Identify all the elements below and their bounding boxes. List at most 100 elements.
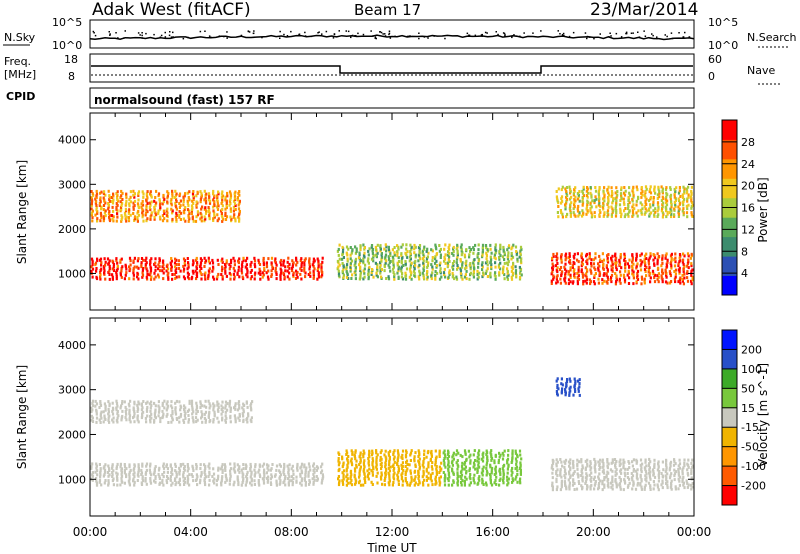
heatmap-cell	[515, 253, 518, 257]
heatmap-cell	[292, 261, 295, 265]
heatmap-cell	[287, 471, 290, 474]
heatmap-cell	[677, 264, 680, 267]
heatmap-cell	[519, 465, 522, 469]
heatmap-cell	[275, 271, 278, 275]
heatmap-cell	[453, 277, 456, 281]
heatmap-cell	[91, 259, 94, 263]
heatmap-cell	[145, 401, 148, 405]
heatmap-cell	[486, 457, 489, 461]
heatmap-cell	[482, 451, 485, 455]
heatmap-cell	[303, 266, 306, 270]
heatmap-cell	[404, 455, 408, 459]
heatmap-cell	[354, 449, 357, 453]
heatmap-cell	[169, 477, 172, 481]
heatmap-cell	[165, 209, 168, 213]
colorbar-swatch	[722, 275, 737, 296]
heatmap-cell	[90, 466, 93, 470]
heatmap-cell	[456, 459, 459, 463]
heatmap-cell	[593, 274, 596, 278]
heatmap-cell	[601, 482, 604, 486]
heatmap-cell	[280, 263, 283, 267]
heatmap-cell	[627, 271, 630, 275]
heatmap-cell	[495, 482, 498, 486]
y-tick-label: 2000	[58, 428, 86, 441]
heatmap-cell	[477, 463, 480, 467]
heatmap-cell	[577, 389, 580, 393]
heatmap-cell	[644, 207, 647, 211]
heatmap-cell	[175, 211, 178, 215]
heatmap-cell	[383, 453, 386, 457]
heatmap-cell	[254, 265, 257, 269]
heatmap-cell	[127, 219, 131, 223]
heatmap-cell	[577, 277, 581, 281]
heatmap-cell	[120, 266, 123, 270]
heatmap-cell	[460, 481, 463, 484]
heatmap-cell	[603, 483, 606, 487]
heatmap-cell	[368, 265, 371, 269]
heatmap-cell	[581, 273, 585, 277]
heatmap-cell	[440, 275, 443, 279]
nsky-point	[117, 37, 119, 39]
heatmap-cell	[120, 470, 123, 474]
heatmap-cell	[154, 477, 157, 480]
heatmap-cell	[137, 209, 140, 213]
heatmap-cell	[120, 476, 123, 480]
heatmap-cell	[494, 243, 497, 247]
heatmap-cell	[183, 267, 186, 271]
heatmap-cell	[153, 205, 156, 209]
heatmap-cell	[606, 458, 609, 461]
heatmap-cell	[128, 277, 131, 281]
heatmap-cell	[568, 391, 571, 395]
heatmap-cell	[157, 468, 161, 472]
heatmap-cell	[234, 404, 237, 408]
heatmap-cell	[124, 207, 127, 211]
heatmap-cell	[320, 267, 323, 271]
heatmap-cell	[140, 468, 143, 472]
heatmap-cell	[499, 245, 502, 249]
heatmap-cell	[447, 461, 450, 465]
heatmap-cell	[191, 192, 195, 196]
heatmap-cell	[388, 479, 391, 483]
heatmap-cell	[200, 277, 203, 281]
heatmap-cell	[91, 267, 95, 271]
heatmap-cell	[657, 266, 660, 270]
heatmap-cell	[337, 247, 340, 251]
heatmap-cell	[338, 453, 341, 456]
heatmap-cell	[351, 248, 354, 252]
heatmap-cell	[182, 275, 186, 279]
heatmap-cell	[116, 261, 119, 265]
colorbar-tick-label: -200	[741, 480, 766, 493]
heatmap-cell	[438, 263, 441, 267]
heatmap-cell	[472, 476, 475, 480]
heatmap-cell	[212, 472, 216, 476]
heatmap-cell	[182, 420, 186, 424]
heatmap-cell	[274, 269, 277, 273]
heatmap-cell	[215, 205, 219, 209]
heatmap-cell	[677, 262, 680, 266]
heatmap-cell	[647, 199, 651, 203]
heatmap-cell	[212, 467, 215, 471]
heatmap-cell	[674, 190, 677, 193]
heatmap-cell	[434, 477, 437, 481]
heatmap-cell	[220, 192, 223, 196]
nsky-point	[351, 34, 354, 37]
heatmap-cell	[682, 481, 685, 485]
heatmap-cell	[572, 478, 575, 482]
heatmap-cell	[392, 451, 395, 455]
heatmap-cell	[353, 467, 357, 471]
heatmap-cell	[204, 206, 207, 210]
heatmap-cell	[225, 477, 228, 481]
heatmap-cell	[148, 201, 151, 205]
heatmap-cell	[192, 410, 195, 414]
heatmap-cell	[261, 477, 264, 481]
heatmap-cell	[175, 271, 178, 274]
heatmap-cell	[499, 243, 502, 247]
heatmap-cell	[580, 469, 583, 473]
heatmap-cell	[661, 195, 664, 199]
heatmap-cell	[158, 203, 162, 207]
heatmap-cell	[229, 469, 232, 473]
heatmap-cell	[148, 205, 151, 209]
heatmap-cell	[656, 197, 659, 200]
heatmap-cell	[300, 263, 303, 267]
heatmap-cell	[601, 278, 604, 282]
